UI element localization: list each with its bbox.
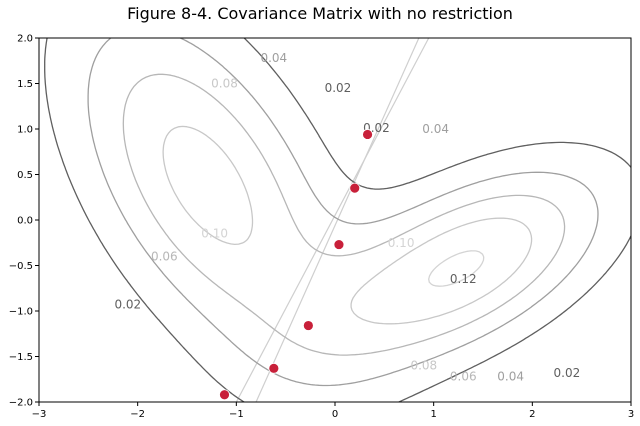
contour-level-0.06 — [122, 73, 566, 356]
x-axis: −3 −2 −1 0 1 2 3 — [32, 402, 634, 420]
contour-label: 0.04 — [260, 51, 287, 65]
data-point — [219, 389, 230, 401]
x-tick-label: 0 — [332, 409, 338, 420]
contour-level-0.10 — [428, 250, 485, 287]
data-point — [302, 320, 314, 331]
data-point — [349, 182, 361, 194]
contour-labels: 0.02 0.06 0.10 0.08 0.04 0.02 0.02 0.04 0.10 0.12… — [114, 51, 581, 384]
data-point — [268, 362, 280, 374]
y-tick-label: 1.5 — [17, 79, 33, 90]
y-tick-label: −1.0 — [9, 307, 33, 318]
data-point — [333, 239, 345, 250]
plot-area — [39, 38, 631, 402]
contour-level-0.08 — [162, 125, 533, 325]
data-points — [219, 129, 373, 401]
y-tick-label: −1.5 — [9, 352, 33, 363]
chart-title: Figure 8-4. Covariance Matrix with no re… — [127, 4, 513, 23]
x-tick-label: −3 — [32, 409, 47, 420]
contour-label: 0.04 — [497, 370, 524, 384]
x-tick-label: 3 — [628, 409, 634, 420]
contour-label: 0.02 — [325, 81, 352, 95]
contour-level-0.02 — [44, 38, 631, 402]
x-tick-label: 2 — [529, 409, 535, 420]
contour-label: 0.10 — [388, 236, 415, 250]
trajectory-line — [235, 38, 430, 402]
contour-label: 0.04 — [422, 122, 449, 136]
contour-label: 0.06 — [450, 370, 477, 384]
y-tick-label: 1.0 — [17, 125, 33, 136]
y-tick-label: 0.0 — [17, 216, 33, 227]
contour-label: 0.02 — [114, 298, 141, 312]
y-axis: −2.0 −1.5 −1.0 −0.5 0.0 0.5 1.0 1.5 2.0 — [9, 34, 39, 409]
contour-label: 0.08 — [211, 77, 238, 91]
x-tick-label: −1 — [229, 409, 244, 420]
x-tick-label: 1 — [430, 409, 436, 420]
y-tick-label: 2.0 — [17, 34, 33, 45]
contour-label: 0.12 — [450, 272, 477, 286]
contour-lines — [44, 38, 631, 402]
contour-label: 0.08 — [410, 359, 437, 373]
y-tick-label: 0.5 — [17, 170, 33, 181]
contour-label: 0.06 — [151, 249, 178, 263]
contour-label: 0.10 — [201, 227, 228, 241]
data-point — [362, 129, 373, 140]
y-tick-label: −0.5 — [9, 261, 33, 272]
contour-level-0.04 — [87, 38, 599, 387]
trajectory-lines — [235, 38, 430, 402]
x-tick-label: −2 — [130, 409, 145, 420]
contour-label: 0.02 — [554, 366, 581, 380]
trajectory-line — [255, 38, 420, 402]
y-tick-label: −2.0 — [9, 398, 33, 409]
